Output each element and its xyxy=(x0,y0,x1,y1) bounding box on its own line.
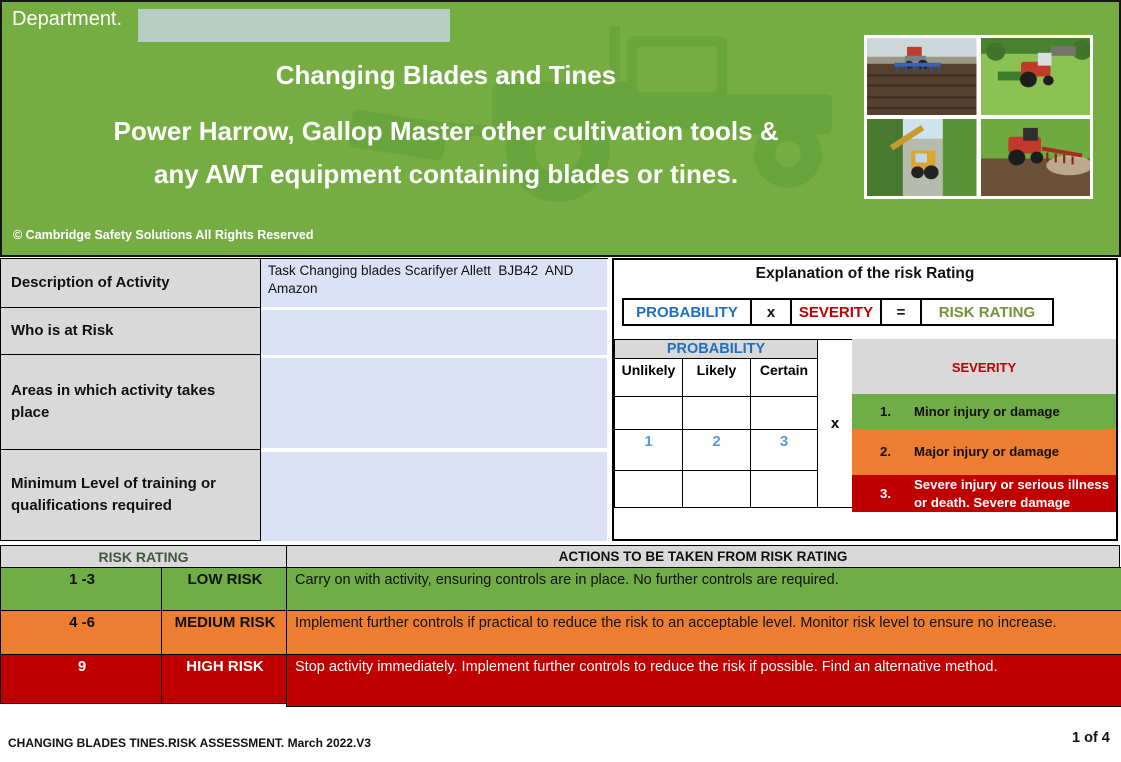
page-subtitle-line2: any AWT equipment containing blades or t… xyxy=(153,159,739,189)
tractor-photo-grid xyxy=(864,35,1093,199)
formula-equals: = xyxy=(882,300,922,324)
description-of-activity-field[interactable]: Task Changing blades Scarifyer Allett BJ… xyxy=(261,259,607,307)
probability-value-3: 3 xyxy=(750,429,818,471)
severity-item-minor: 1. Minor injury or damage xyxy=(852,394,1116,429)
risk-rating-explanation-panel: Explanation of the risk Rating PROBABILI… xyxy=(612,258,1118,541)
row-label-areas-of-activity: Areas in which activity takes place xyxy=(0,354,261,450)
severity-item-text: Severe injury or serious illness or deat… xyxy=(914,477,1109,510)
probability-empty-cell[interactable] xyxy=(750,396,818,430)
document-reference: CHANGING BLADES TINES.RISK ASSESSMENT. M… xyxy=(8,736,371,750)
probability-value-2: 2 xyxy=(682,429,751,471)
probability-level-certain: Certain xyxy=(750,358,818,397)
row-label-who-is-at-risk: Who is at Risk xyxy=(0,307,261,355)
header-banner: Department. Changing Blades and Tines Po… xyxy=(0,0,1121,257)
risk-actions-table: RISK RATING ACTIONS TO BE TAKEN FROM RIS… xyxy=(0,545,1121,707)
risk-range: 9 xyxy=(0,654,164,704)
copyright-text: © Cambridge Safety Solutions All Rights … xyxy=(13,228,314,242)
probability-table-header: PROBABILITY xyxy=(614,339,818,359)
risk-row-high: 9 HIGH RISK Stop activity immediately. I… xyxy=(0,654,1121,707)
probability-empty-cell[interactable] xyxy=(614,470,683,508)
department-input[interactable] xyxy=(138,9,450,42)
formula-times: x xyxy=(752,300,792,324)
risk-level: HIGH RISK xyxy=(161,654,289,704)
tractor-harrowing-photo xyxy=(980,119,1090,196)
table-top-border xyxy=(261,258,608,259)
severity-item-major: 2. Major injury or damage xyxy=(852,429,1116,475)
areas-of-activity-field[interactable] xyxy=(261,358,607,448)
explanation-title: Explanation of the risk Rating xyxy=(755,265,975,282)
risk-level: MEDIUM RISK xyxy=(161,610,289,660)
page-subtitle-line1: Power Harrow, Gallop Master other cultiv… xyxy=(113,116,779,146)
risk-row-medium: 4 -6 MEDIUM RISK Implement further contr… xyxy=(0,610,1121,663)
probability-level-unlikely: Unlikely xyxy=(614,358,683,397)
severity-table-header: SEVERITY xyxy=(852,339,1116,395)
severity-item-number: 2. xyxy=(880,444,891,460)
page-title: Changing Blades and Tines xyxy=(275,60,617,90)
activity-table: Description of Activity Who is at Risk A… xyxy=(0,258,1121,543)
severity-item-text: Major injury or damage xyxy=(914,444,1060,460)
who-is-at-risk-field[interactable] xyxy=(261,310,607,355)
multiply-symbol: x xyxy=(817,339,853,508)
row-label-description-of-activity: Description of Activity xyxy=(0,258,261,308)
tractor-hedge-cutter-photo xyxy=(867,119,977,196)
severity-item-number: 3. xyxy=(880,485,891,501)
risk-row-low: 1 -3 LOW RISK Carry on with activity, en… xyxy=(0,567,1121,619)
probability-empty-cell[interactable] xyxy=(614,396,683,430)
risk-range: 1 -3 xyxy=(0,567,164,616)
formula-severity: SEVERITY xyxy=(792,300,882,324)
risk-level: LOW RISK xyxy=(161,567,289,616)
severity-item-text: Minor injury or damage xyxy=(914,403,1060,419)
severity-item-severe: 3. Severe injury or serious illness or d… xyxy=(852,475,1116,512)
risk-range: 4 -6 xyxy=(0,610,164,660)
probability-value-1: 1 xyxy=(614,429,683,471)
probability-empty-cell[interactable] xyxy=(682,396,751,430)
row-label-minimum-training: Minimum Level of training or qualificati… xyxy=(0,449,261,541)
probability-level-likely: Likely xyxy=(682,358,751,397)
actions-column-header: ACTIONS TO BE TAKEN FROM RISK RATING xyxy=(286,545,1120,568)
risk-rating-column-header: RISK RATING xyxy=(0,545,287,568)
tractor-plowing-photo xyxy=(867,38,977,115)
risk-action: Stop activity immediately. Implement fur… xyxy=(286,654,1121,707)
tractor-mowing-photo xyxy=(980,38,1090,115)
minimum-training-field[interactable] xyxy=(261,452,607,541)
probability-empty-cell[interactable] xyxy=(750,470,818,508)
probability-empty-cell[interactable] xyxy=(682,470,751,508)
severity-item-number: 1. xyxy=(880,403,891,419)
department-label: Department. xyxy=(12,8,123,30)
formula-probability: PROBABILITY xyxy=(624,300,752,324)
risk-formula-strip: PROBABILITY x SEVERITY = RISK RATING xyxy=(622,298,1054,326)
formula-risk-rating: RISK RATING xyxy=(938,303,1036,321)
page-number: 1 of 4 xyxy=(1072,730,1110,746)
